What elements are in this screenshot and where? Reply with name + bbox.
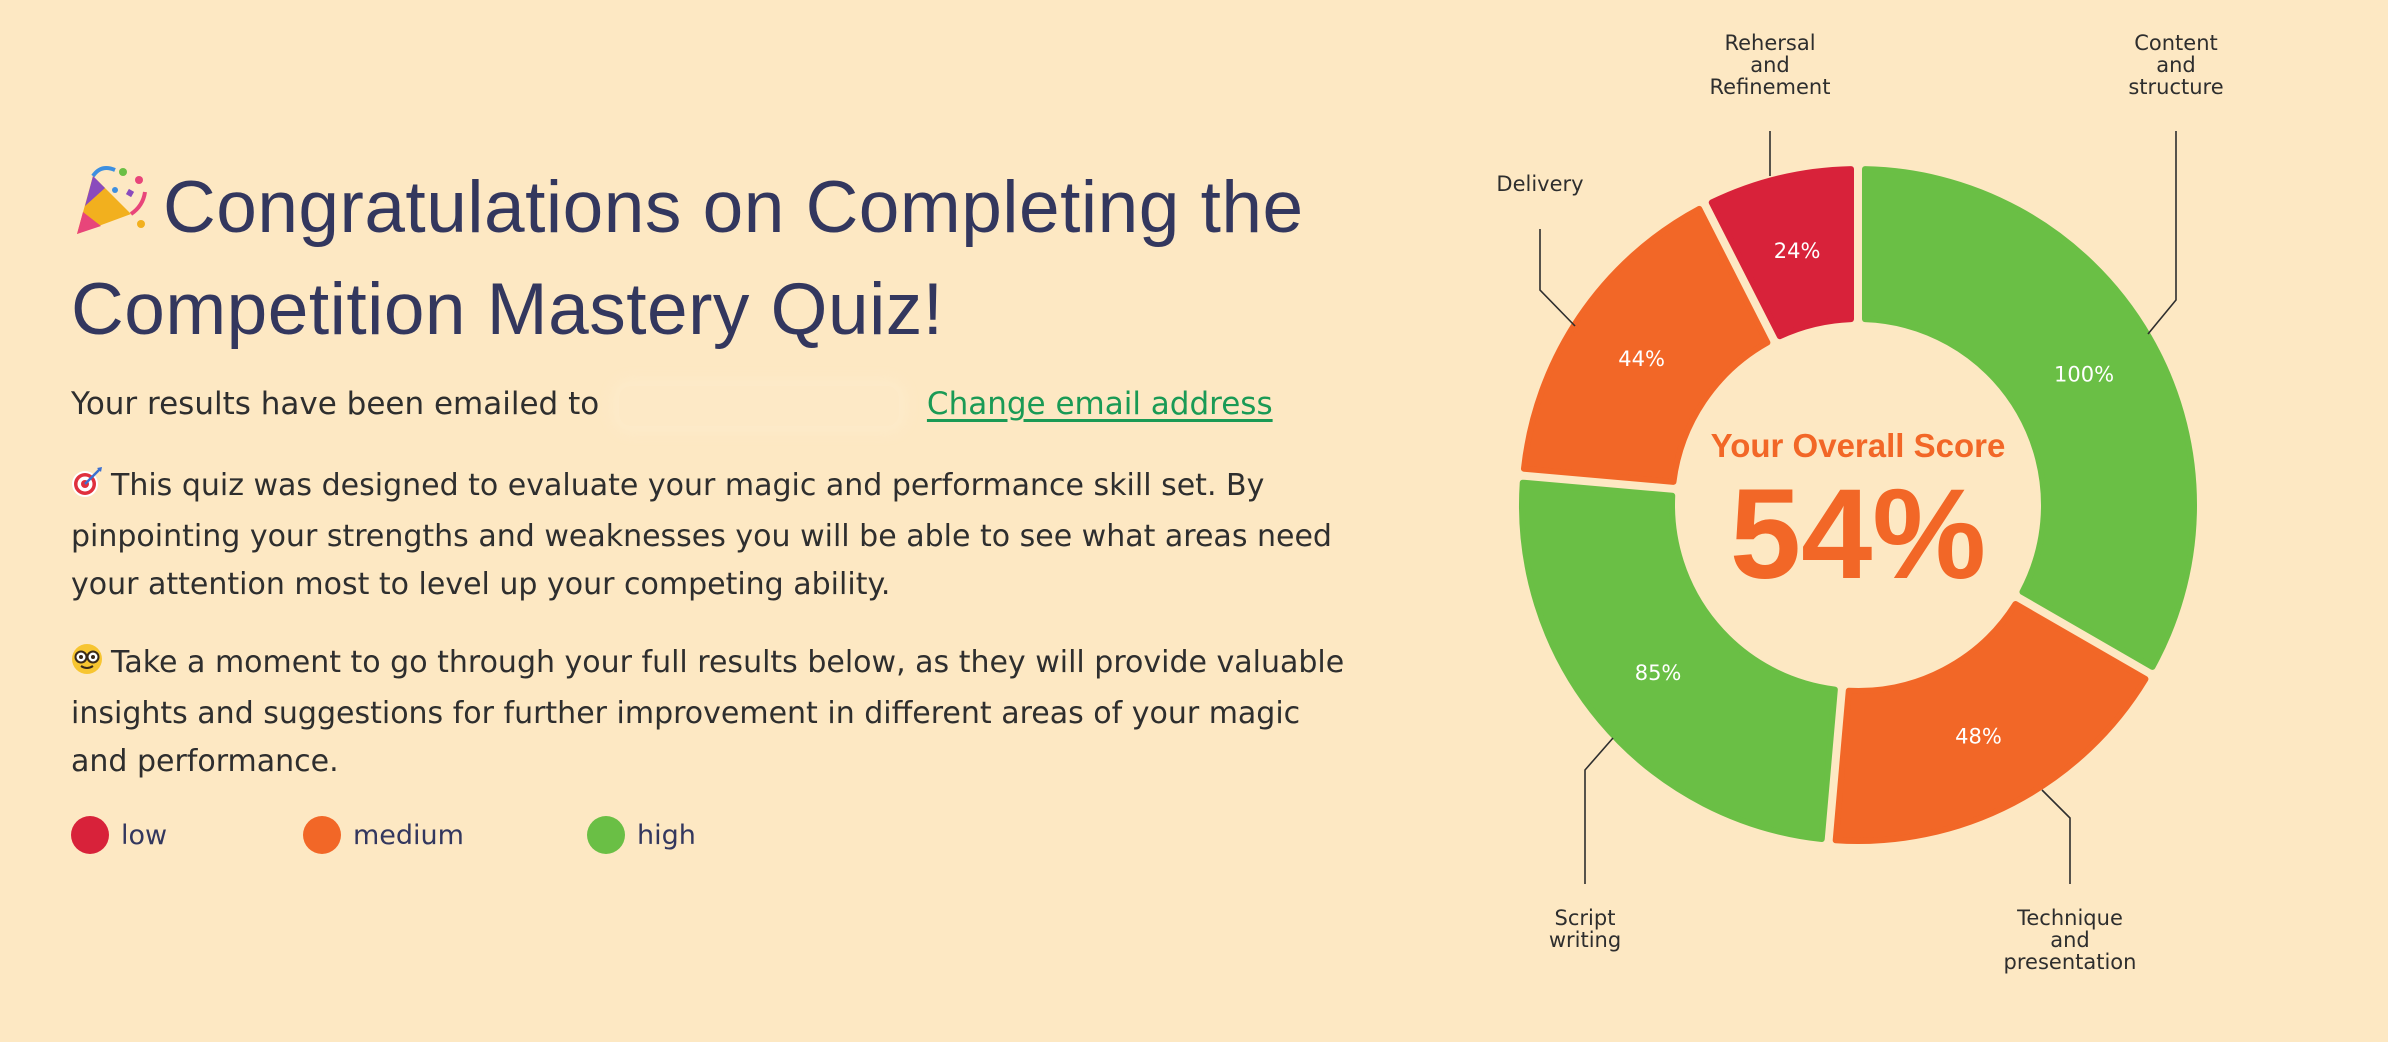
slice-value-label: 24%	[1774, 239, 1821, 263]
donut-chart-svg: Content and structure Technique and presentat…	[1496, 31, 2223, 974]
legend-swatch-low	[71, 816, 109, 854]
donut-slice-delivery	[1520, 205, 1771, 485]
email-address-redacted	[619, 385, 900, 426]
overall-score-chart: Content and structure Technique and presentat…	[1480, 0, 2250, 1042]
email-notice: Your results have been emailed to Change…	[71, 384, 1371, 426]
title-line-2: Competition Mastery Quiz!	[71, 269, 944, 350]
slice-value-label: 100%	[2054, 363, 2114, 387]
legend-swatch-medium	[303, 816, 341, 854]
slice-category-label: Delivery	[1496, 172, 1583, 196]
slice-category-label: Script writing	[1549, 906, 1621, 952]
legend-item-low: low	[71, 816, 303, 854]
intro-section: Congratulations on Completing the Compet…	[71, 160, 1371, 786]
email-notice-text: Your results have been emailed to	[71, 386, 600, 422]
change-email-link[interactable]: Change email address	[926, 386, 1273, 422]
legend-item-medium: medium	[303, 816, 587, 854]
leader-line	[2147, 131, 2177, 335]
legend-swatch-high	[587, 816, 625, 854]
results-note-text: Take a moment to go through your full re…	[71, 644, 1345, 779]
donut-slice-content-and-structure	[1861, 166, 2197, 670]
quiz-description-text: This quiz was designed to evaluate your …	[71, 467, 1332, 602]
slice-value-label: 44%	[1618, 347, 1665, 371]
donut-slice-script-writing	[1519, 479, 1838, 843]
score-title: Your Overall Score	[1711, 427, 2006, 464]
donut-slice-rehersal-and-refinement	[1708, 166, 1855, 340]
party-popper-icon	[71, 162, 149, 262]
donut-slice-technique-and-presentation	[1832, 600, 2149, 844]
nerd-face-icon	[71, 642, 103, 690]
title-line-1: Congratulations on Completing the	[163, 167, 1304, 248]
slice-category-label: Content and structure	[2128, 31, 2223, 99]
leader-line	[2041, 789, 2071, 884]
slice-category-label: Rehersal and Refinement	[1710, 31, 1831, 99]
legend-label-medium: medium	[353, 819, 464, 851]
legend-label-high: high	[637, 819, 696, 851]
score-legend: low medium high	[71, 816, 696, 854]
leader-line	[1539, 229, 1576, 327]
slice-value-label: 48%	[1955, 725, 2002, 749]
legend-label-low: low	[121, 819, 168, 851]
score-value: 54%	[1730, 463, 1986, 606]
results-note: Take a moment to go through your full re…	[71, 639, 1361, 786]
slice-category-label: Technique and presentation	[2004, 906, 2137, 974]
leader-line	[1584, 737, 1614, 884]
dart-target-icon	[71, 465, 103, 513]
legend-item-high: high	[587, 816, 696, 854]
quiz-description: This quiz was designed to evaluate your …	[71, 462, 1361, 609]
page-title: Congratulations on Completing the Compet…	[71, 160, 1371, 358]
slice-value-label: 85%	[1635, 661, 1682, 685]
